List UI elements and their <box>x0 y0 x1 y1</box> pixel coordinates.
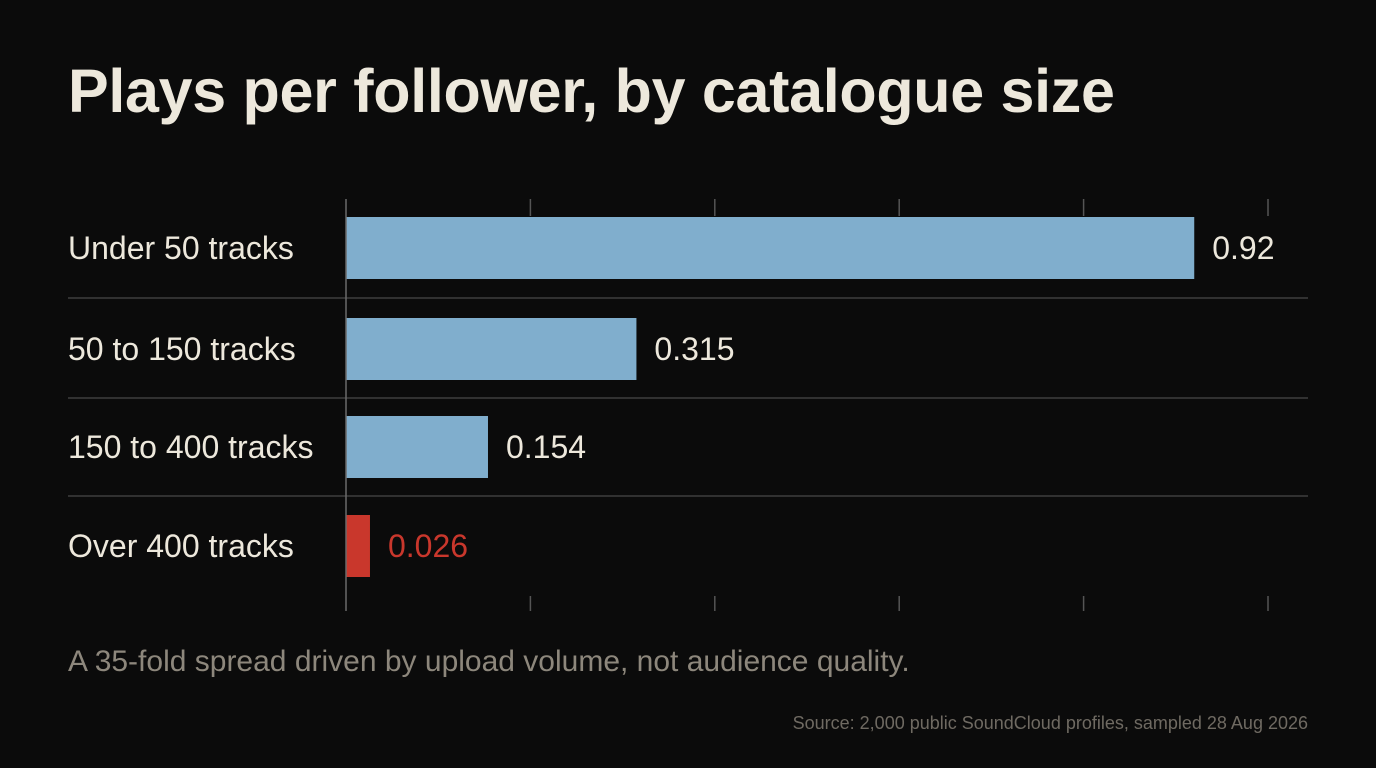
bar <box>346 416 488 478</box>
category-label: Over 400 tracks <box>68 528 294 564</box>
category-labels: Under 50 tracks 50 to 150 tracks 150 to 40… <box>68 230 313 564</box>
value-label: 0.026 <box>388 528 468 564</box>
chart-title: Plays per follower, by catalogue size <box>68 57 1115 125</box>
row-separators <box>68 297 1308 497</box>
bars <box>346 217 1195 577</box>
bar <box>346 318 637 380</box>
chart-subtitle: A 35-fold spread driven by upload volume… <box>68 645 910 678</box>
category-label: Under 50 tracks <box>68 230 294 266</box>
value-label: 0.92 <box>1212 230 1274 266</box>
bar <box>346 217 1195 279</box>
category-label: 150 to 400 tracks <box>68 429 313 465</box>
source-note: Source: 2,000 public SoundCloud profiles… <box>792 713 1308 733</box>
bar <box>346 515 370 577</box>
value-label: 0.315 <box>654 331 734 367</box>
value-label: 0.154 <box>506 429 586 465</box>
category-label: 50 to 150 tracks <box>68 331 296 367</box>
tick-marks <box>529 199 1269 611</box>
value-labels: 0.92 0.315 0.154 0.026 <box>388 230 1275 564</box>
bar-chart: Under 50 tracks 50 to 150 tracks 150 to 40… <box>68 199 1308 611</box>
